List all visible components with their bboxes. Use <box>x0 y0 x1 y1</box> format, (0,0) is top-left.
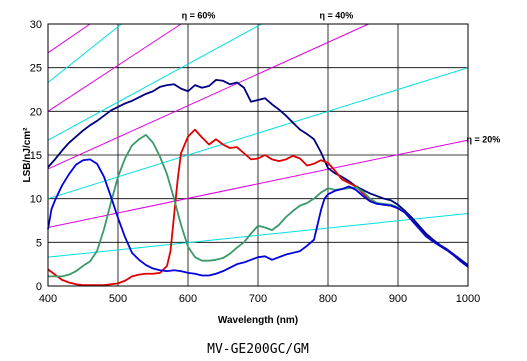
efficiency-annotation: η = 40% <box>320 10 354 20</box>
y-tick-label: 20 <box>30 106 42 118</box>
y-tick-label: 5 <box>36 237 42 249</box>
y-tick-label: 0 <box>36 281 42 293</box>
efficiency-annotation: η = 60% <box>182 10 216 20</box>
y-tick-label: 30 <box>30 19 42 31</box>
x-tick-label: 600 <box>179 293 197 305</box>
efficiency-line-4 <box>47 23 369 170</box>
efficiency-annotation: η = 20% <box>467 134 501 144</box>
series-lines <box>47 78 469 287</box>
efficiency-line-0 <box>47 23 91 54</box>
x-axis-title: Wavelength (nm) <box>218 315 298 326</box>
y-tick-label: 15 <box>30 150 42 162</box>
efficiency-line-7 <box>47 213 469 258</box>
plot-frame <box>47 23 469 287</box>
efficiency-line-3 <box>47 23 262 141</box>
efficiency-line-2 <box>47 23 182 112</box>
x-tick-label: 500 <box>109 293 127 305</box>
x-tick-label: 800 <box>319 293 337 305</box>
efficiency-lines <box>47 23 469 258</box>
chart-caption: MV-GE200GC/GM <box>207 342 309 357</box>
grid <box>48 24 468 286</box>
y-tick-label: 10 <box>30 194 42 206</box>
series-line-0 <box>47 78 469 266</box>
annotations: η = 60% η = 40% η = 20% <box>182 10 501 144</box>
y-axis-title: LSB/nJ/cm² <box>22 127 33 183</box>
series-line-3 <box>47 158 469 277</box>
x-tick-label: 700 <box>249 293 267 305</box>
efficiency-line-6 <box>47 139 469 228</box>
efficiency-line-1 <box>47 23 122 83</box>
x-tick-label: 400 <box>39 293 57 305</box>
y-tick-label: 25 <box>30 63 42 75</box>
x-tick-label: 1000 <box>456 293 480 305</box>
x-tick-label: 900 <box>389 293 407 305</box>
tick-labels: 400 500 600 700 800 900 1000 0 5 10 15 20 25 30 <box>30 19 480 305</box>
